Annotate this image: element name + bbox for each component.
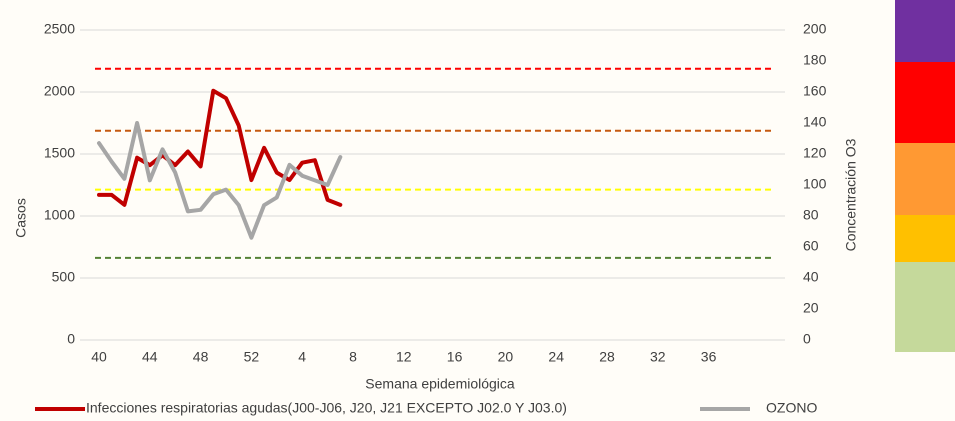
scale-purple bbox=[895, 0, 955, 62]
y2-axis-label: Concentración O3 bbox=[843, 138, 859, 251]
x-tick-label: 52 bbox=[244, 349, 260, 365]
x-tick-label: 24 bbox=[548, 349, 564, 365]
y2-tick-label: 0 bbox=[803, 331, 811, 347]
x-tick-label: 4 bbox=[298, 349, 306, 365]
legend-label: Infecciones respiratorias agudas(J00-J06… bbox=[86, 400, 567, 416]
legend-label: OZONO bbox=[766, 400, 817, 416]
scale-orange bbox=[895, 143, 955, 215]
y2-tick-label: 60 bbox=[803, 238, 819, 254]
x-tick-label: 32 bbox=[650, 349, 666, 365]
scale-yellow bbox=[895, 215, 955, 262]
y2-tick-label: 120 bbox=[803, 145, 827, 161]
series-line bbox=[97, 121, 343, 240]
y2-tick-label: 40 bbox=[803, 269, 819, 285]
x-tick-label: 20 bbox=[498, 349, 514, 365]
y-axis-label: Casos bbox=[13, 198, 29, 238]
scale-red bbox=[895, 62, 955, 143]
y-tick-label: 0 bbox=[67, 331, 75, 347]
y2-tick-label: 140 bbox=[803, 114, 827, 130]
x-tick-label: 8 bbox=[349, 349, 357, 365]
y-tick-label: 2500 bbox=[44, 21, 75, 37]
y2-tick-label: 80 bbox=[803, 207, 819, 223]
x-tick-label: 40 bbox=[91, 349, 107, 365]
y-tick-label: 1000 bbox=[44, 207, 75, 223]
scale-green bbox=[895, 262, 955, 352]
y-tick-label: 500 bbox=[52, 269, 76, 285]
y-tick-label: 1500 bbox=[44, 145, 75, 161]
x-tick-label: 28 bbox=[599, 349, 615, 365]
y2-tick-label: 100 bbox=[803, 176, 827, 192]
series-line bbox=[97, 88, 343, 207]
y2-tick-label: 180 bbox=[803, 52, 827, 68]
y2-tick-label: 200 bbox=[803, 21, 827, 37]
y-tick-label: 2000 bbox=[44, 83, 75, 99]
x-axis-label: Semana epidemiológica bbox=[365, 376, 515, 392]
x-tick-label: 36 bbox=[701, 349, 717, 365]
x-tick-label: 12 bbox=[396, 349, 412, 365]
x-tick-label: 16 bbox=[447, 349, 463, 365]
y2-tick-label: 20 bbox=[803, 300, 819, 316]
x-tick-label: 44 bbox=[142, 349, 158, 365]
color-scale bbox=[895, 0, 955, 352]
y2-tick-label: 160 bbox=[803, 83, 827, 99]
x-tick-label: 48 bbox=[193, 349, 209, 365]
